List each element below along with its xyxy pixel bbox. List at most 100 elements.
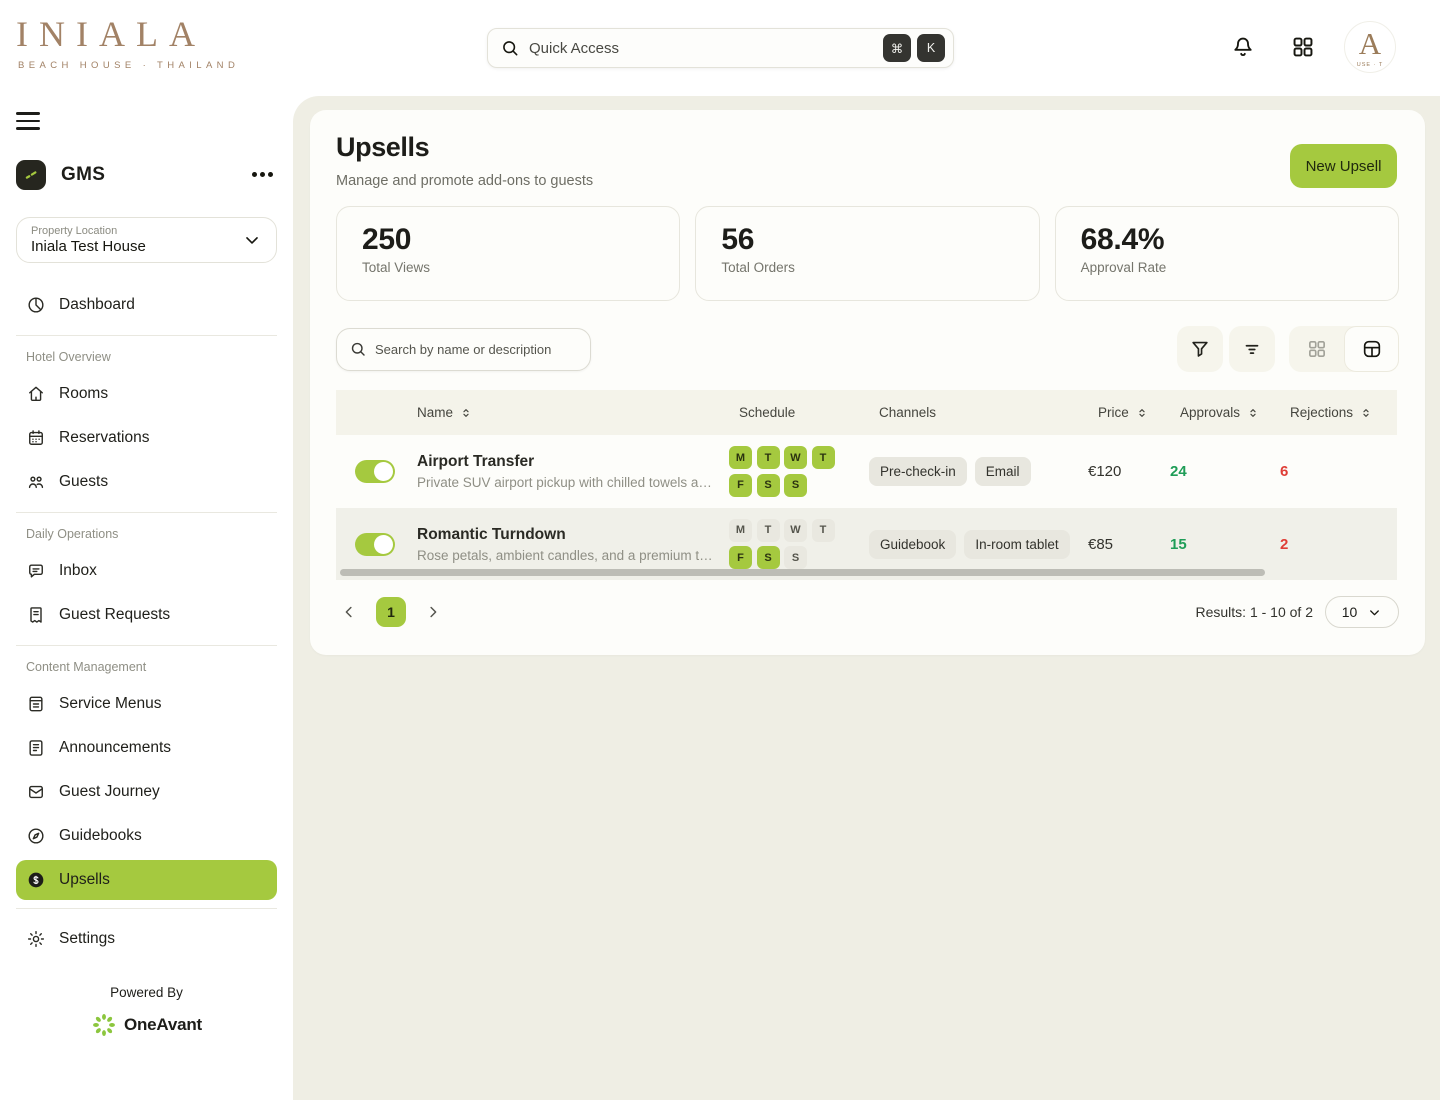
quick-access-input[interactable] xyxy=(529,39,883,57)
stat-label: Approval Rate xyxy=(1080,260,1167,275)
sort-arrows-icon[interactable] xyxy=(459,406,473,420)
stat-label: Total Views xyxy=(362,260,431,275)
channels-cell: Guidebook In-room tablet xyxy=(869,529,1088,559)
sidebar-item-service-menus[interactable]: Service Menus xyxy=(16,682,277,726)
search-icon xyxy=(349,340,367,358)
new-upsell-button[interactable]: New Upsell xyxy=(1290,144,1397,188)
stat-label: Total Orders xyxy=(721,260,795,275)
prev-page-button[interactable] xyxy=(336,599,362,625)
sidebar-item-rooms[interactable]: Rooms xyxy=(16,372,277,416)
column-header-label: Price xyxy=(1098,405,1129,420)
price-value: €85 xyxy=(1088,535,1114,553)
sidebar-item-label: Upsells xyxy=(59,870,110,888)
rejections-value: 6 xyxy=(1280,463,1289,480)
toggle-cell xyxy=(336,460,407,483)
sidebar-item-guidebooks[interactable]: Guidebooks xyxy=(16,814,277,858)
column-header-name[interactable]: Name xyxy=(407,405,729,420)
day-badge: S xyxy=(784,473,807,497)
sidebar-item-settings[interactable]: Settings xyxy=(16,917,277,961)
sidebar-item-upsells[interactable]: Upsells xyxy=(16,859,277,900)
channels-cell: Pre-check-in Email xyxy=(869,457,1088,486)
scrollbar-thumb[interactable] xyxy=(340,569,1265,576)
oneavant-logo: OneAvant xyxy=(0,1012,293,1038)
search-icon xyxy=(500,38,520,58)
inbox-icon xyxy=(26,561,46,581)
page-size-value: 10 xyxy=(1341,604,1358,620)
property-location-value: Iniala Test House xyxy=(31,237,146,255)
sort-arrows-icon[interactable] xyxy=(1359,406,1373,420)
sidebar-nav: Dashboard Hotel Overview Rooms Reservations… xyxy=(0,283,293,961)
workspace-menu-icon[interactable] xyxy=(248,168,277,181)
workspace-name: GMS xyxy=(61,163,106,185)
table-search[interactable] xyxy=(336,327,591,371)
day-badge: W xyxy=(784,446,807,470)
chevron-down-icon xyxy=(1370,609,1380,615)
powered-by-text: Powered By xyxy=(110,984,183,1000)
table-header-row: Name Schedule Channels Price Approvals Reject… xyxy=(336,390,1397,435)
chevron-right-icon xyxy=(430,606,437,618)
page-size-select[interactable]: 10 xyxy=(1325,596,1399,628)
day-badge: S xyxy=(756,473,780,497)
stat-card-total-views: 250 Total Views xyxy=(336,206,681,301)
workspace-row: GMS xyxy=(16,157,277,193)
row-enabled-toggle[interactable] xyxy=(355,460,395,483)
row-enabled-toggle[interactable] xyxy=(355,532,395,556)
grid-view-button[interactable] xyxy=(1289,326,1344,372)
sort-arrows-icon[interactable] xyxy=(1246,406,1260,420)
top-header: INIALA BEACH HOUSE · THAILAND ⌘K A USE ·… xyxy=(0,0,1440,96)
sidebar-item-label: Rooms xyxy=(59,384,109,402)
brand-subtitle: BEACH HOUSE · THAILAND xyxy=(18,60,240,71)
day-badge: F xyxy=(729,546,752,570)
table-row: Airport Transfer Private SUV airport pick… xyxy=(336,435,1397,508)
quick-access-search[interactable]: ⌘K xyxy=(487,28,954,68)
column-header-label: Schedule xyxy=(739,405,796,420)
hamburger-menu-icon[interactable] xyxy=(16,112,40,130)
apps-grid-icon[interactable] xyxy=(1290,34,1316,60)
toggle-cell xyxy=(336,532,407,556)
avatar-subtext: USE · T xyxy=(1356,62,1384,68)
column-header-schedule: Schedule xyxy=(729,405,869,420)
name-cell[interactable]: Airport Transfer Private SUV airport pick… xyxy=(407,453,729,490)
upsells-card: Upsells Manage and promote add-ons to gu… xyxy=(310,110,1425,655)
sidebar-item-announcements[interactable]: Announcements xyxy=(16,726,277,770)
nav-section-label: Content Management xyxy=(26,659,147,674)
sidebar-item-guests[interactable]: Guests xyxy=(16,460,277,504)
horizontal-scrollbar[interactable] xyxy=(340,569,1393,576)
sidebar-item-inbox[interactable]: Inbox xyxy=(16,549,277,593)
upsell-name: Airport Transfer xyxy=(417,453,535,470)
sort-button[interactable] xyxy=(1229,326,1275,372)
table-view-icon xyxy=(1363,340,1380,358)
stat-card-approval-rate: 68.4% Approval Rate xyxy=(1054,206,1399,301)
sidebar-item-reservations[interactable]: Reservations xyxy=(16,416,277,460)
dashboard-icon xyxy=(26,295,46,315)
approvals-value: 24 xyxy=(1170,463,1187,480)
results-text: Results: 1 - 10 of 2 xyxy=(1195,604,1313,620)
property-location-select[interactable]: Property Location Iniala Test House xyxy=(16,216,277,263)
oneavant-flower-icon xyxy=(91,1012,117,1038)
day-badge: S xyxy=(784,546,807,570)
sidebar-item-guest-journey[interactable]: Guest Journey xyxy=(16,770,277,814)
sidebar-item-dashboard[interactable]: Dashboard xyxy=(16,283,277,327)
guest-journey-icon xyxy=(26,782,46,802)
next-page-button[interactable] xyxy=(420,599,446,625)
notifications-bell-icon[interactable] xyxy=(1230,34,1256,60)
column-header-rejections[interactable]: Rejections xyxy=(1280,405,1397,420)
upsells-table: Name Schedule Channels Price Approvals Reject… xyxy=(336,390,1397,580)
user-avatar[interactable]: A USE · T xyxy=(1344,21,1396,73)
guidebooks-icon xyxy=(26,826,46,846)
upsell-name: Romantic Turndown xyxy=(417,525,566,543)
grid-view-icon xyxy=(1308,341,1325,357)
column-header-label: Rejections xyxy=(1290,405,1354,420)
column-header-price[interactable]: Price xyxy=(1088,405,1170,420)
name-cell[interactable]: Romantic Turndown Rose petals, ambient ca… xyxy=(407,526,729,563)
sort-arrows-icon[interactable] xyxy=(1135,406,1149,420)
column-header-approvals[interactable]: Approvals xyxy=(1170,405,1280,420)
sidebar-item-guest-requests[interactable]: Guest Requests xyxy=(16,593,277,637)
day-badge: M xyxy=(729,518,752,542)
table-search-input[interactable] xyxy=(375,341,578,357)
filter-button[interactable] xyxy=(1177,326,1223,372)
table-view-button[interactable] xyxy=(1344,326,1399,372)
page-number-button[interactable]: 1 xyxy=(376,597,406,627)
